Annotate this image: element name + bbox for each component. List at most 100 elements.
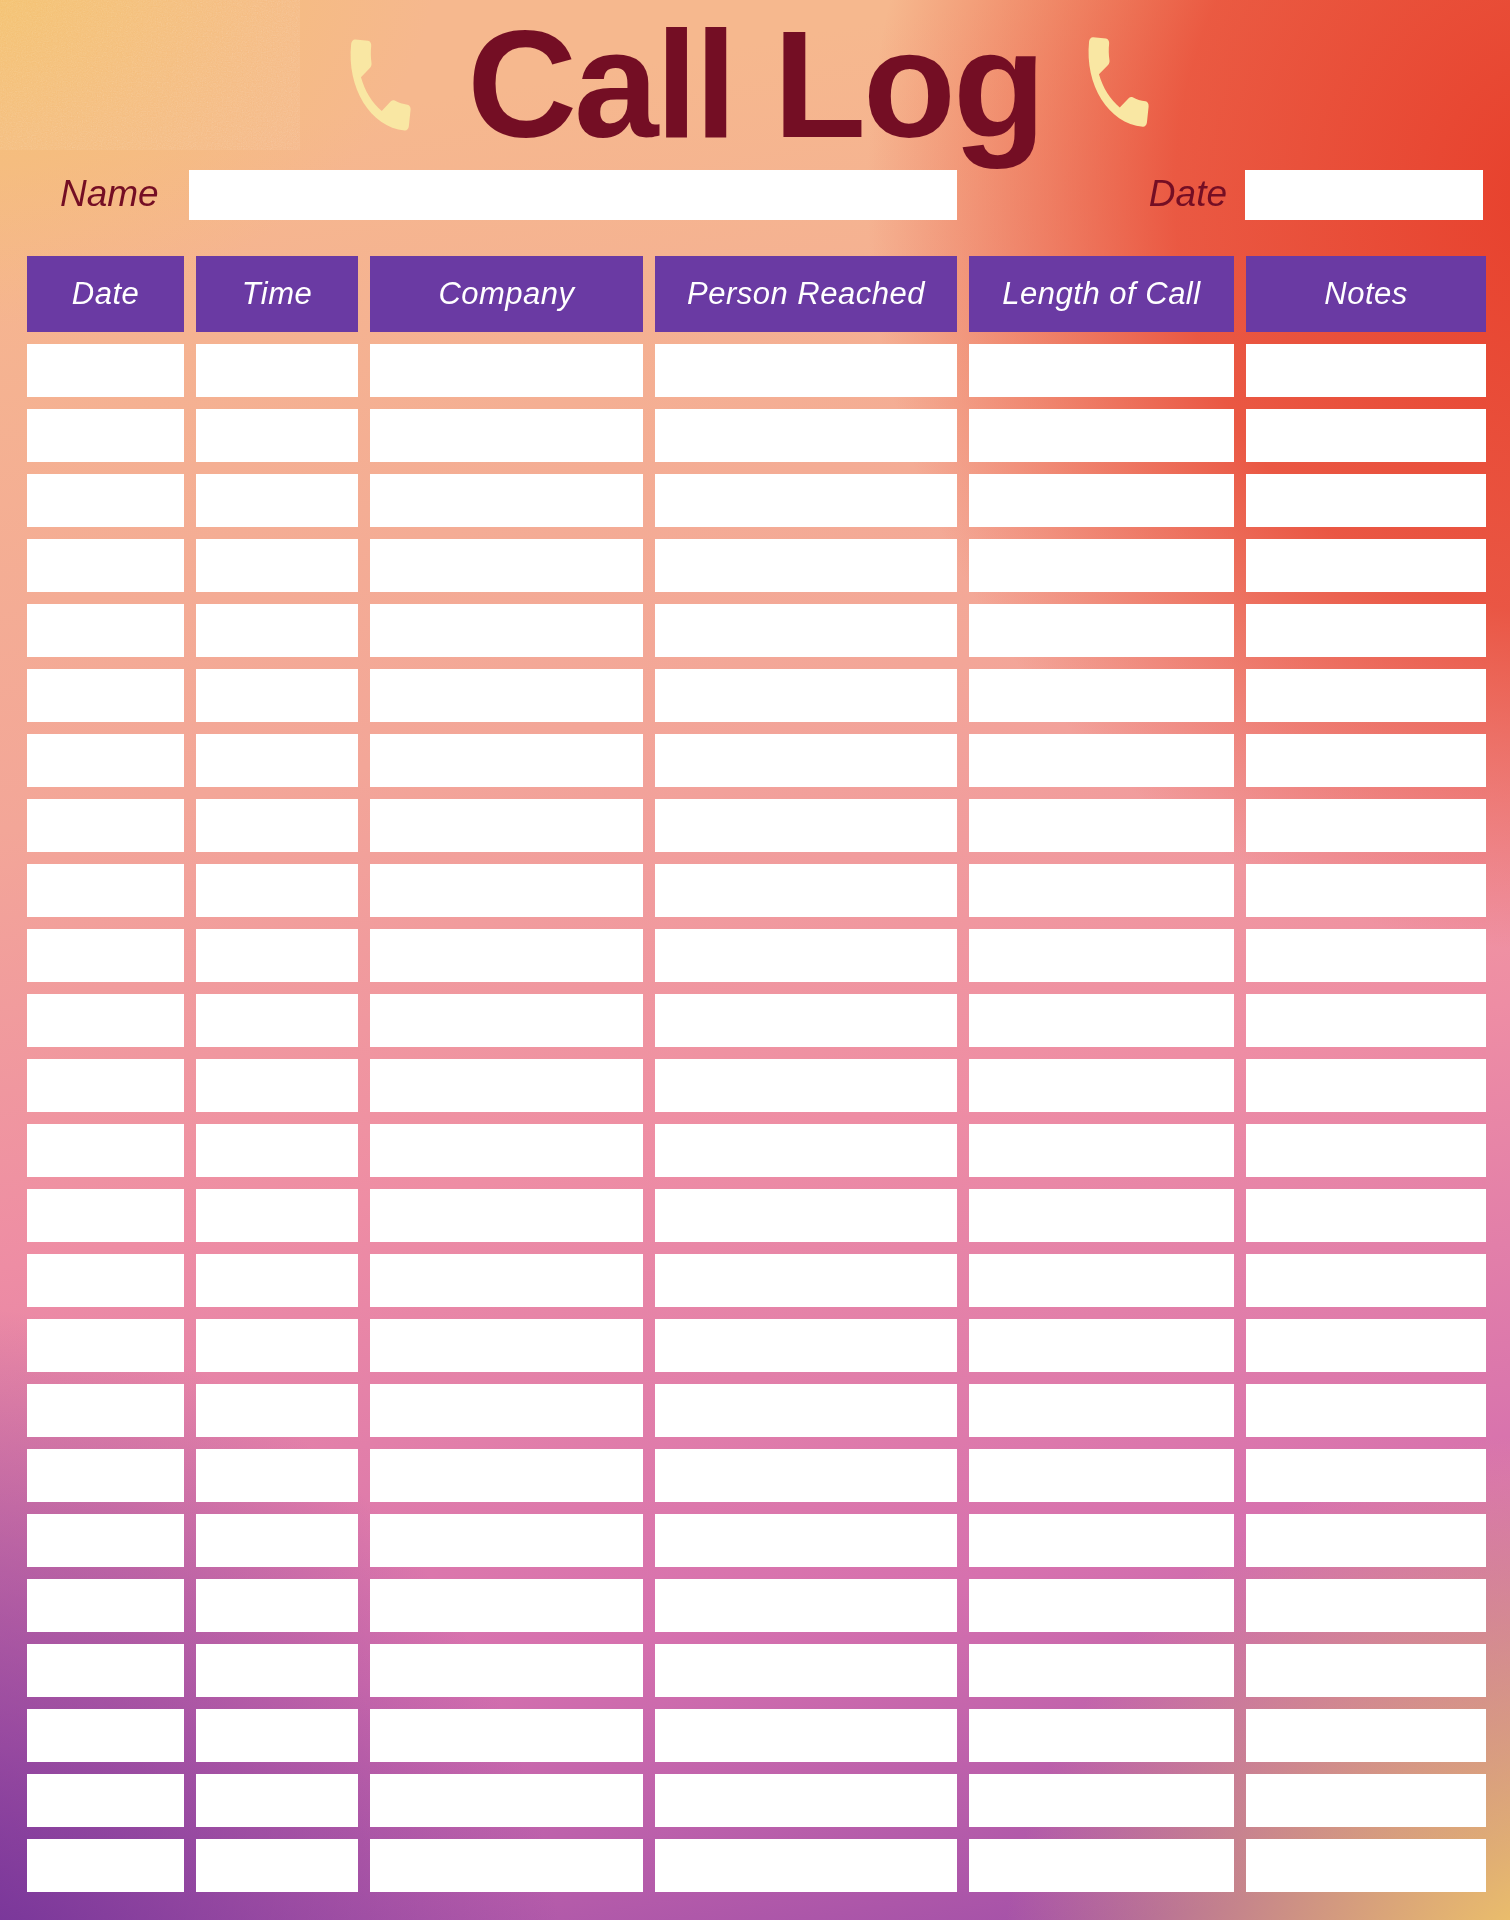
table-cell-row3-notes[interactable]	[1246, 474, 1486, 527]
table-cell-row20-date[interactable]	[27, 1579, 184, 1632]
table-cell-row1-length-of-call[interactable]	[969, 344, 1234, 397]
table-cell-row16-length-of-call[interactable]	[969, 1319, 1234, 1372]
table-cell-row19-date[interactable]	[27, 1514, 184, 1567]
table-cell-row17-person-reached[interactable]	[655, 1384, 957, 1437]
table-cell-row14-notes[interactable]	[1246, 1189, 1486, 1242]
date-input[interactable]	[1245, 170, 1483, 220]
table-cell-row5-person-reached[interactable]	[655, 604, 957, 657]
table-cell-row12-person-reached[interactable]	[655, 1059, 957, 1112]
table-cell-row23-date[interactable]	[27, 1774, 184, 1827]
table-cell-row21-time[interactable]	[196, 1644, 358, 1697]
table-cell-row15-time[interactable]	[196, 1254, 358, 1307]
table-cell-row3-company[interactable]	[370, 474, 643, 527]
table-cell-row16-date[interactable]	[27, 1319, 184, 1372]
table-cell-row17-notes[interactable]	[1246, 1384, 1486, 1437]
table-cell-row2-length-of-call[interactable]	[969, 409, 1234, 462]
table-cell-row21-length-of-call[interactable]	[969, 1644, 1234, 1697]
table-cell-row19-time[interactable]	[196, 1514, 358, 1567]
table-cell-row18-length-of-call[interactable]	[969, 1449, 1234, 1502]
table-cell-row11-company[interactable]	[370, 994, 643, 1047]
table-cell-row14-date[interactable]	[27, 1189, 184, 1242]
table-cell-row22-length-of-call[interactable]	[969, 1709, 1234, 1762]
table-cell-row10-person-reached[interactable]	[655, 929, 957, 982]
table-cell-row4-notes[interactable]	[1246, 539, 1486, 592]
table-cell-row24-date[interactable]	[27, 1839, 184, 1892]
table-cell-row19-company[interactable]	[370, 1514, 643, 1567]
table-cell-row14-time[interactable]	[196, 1189, 358, 1242]
table-cell-row23-person-reached[interactable]	[655, 1774, 957, 1827]
table-cell-row8-time[interactable]	[196, 799, 358, 852]
table-cell-row17-company[interactable]	[370, 1384, 643, 1437]
table-cell-row17-length-of-call[interactable]	[969, 1384, 1234, 1437]
table-cell-row9-date[interactable]	[27, 864, 184, 917]
table-cell-row3-date[interactable]	[27, 474, 184, 527]
table-cell-row15-person-reached[interactable]	[655, 1254, 957, 1307]
table-cell-row4-length-of-call[interactable]	[969, 539, 1234, 592]
table-cell-row24-person-reached[interactable]	[655, 1839, 957, 1892]
table-cell-row14-person-reached[interactable]	[655, 1189, 957, 1242]
table-cell-row7-notes[interactable]	[1246, 734, 1486, 787]
table-cell-row16-time[interactable]	[196, 1319, 358, 1372]
table-cell-row12-time[interactable]	[196, 1059, 358, 1112]
table-cell-row13-company[interactable]	[370, 1124, 643, 1177]
table-cell-row21-notes[interactable]	[1246, 1644, 1486, 1697]
table-cell-row3-time[interactable]	[196, 474, 358, 527]
table-cell-row18-time[interactable]	[196, 1449, 358, 1502]
table-cell-row12-date[interactable]	[27, 1059, 184, 1112]
table-cell-row6-notes[interactable]	[1246, 669, 1486, 722]
table-cell-row22-person-reached[interactable]	[655, 1709, 957, 1762]
table-cell-row2-person-reached[interactable]	[655, 409, 957, 462]
table-cell-row24-length-of-call[interactable]	[969, 1839, 1234, 1892]
table-cell-row7-company[interactable]	[370, 734, 643, 787]
table-cell-row1-person-reached[interactable]	[655, 344, 957, 397]
table-cell-row18-notes[interactable]	[1246, 1449, 1486, 1502]
table-cell-row5-time[interactable]	[196, 604, 358, 657]
table-cell-row22-notes[interactable]	[1246, 1709, 1486, 1762]
table-cell-row11-notes[interactable]	[1246, 994, 1486, 1047]
table-cell-row23-notes[interactable]	[1246, 1774, 1486, 1827]
table-cell-row14-length-of-call[interactable]	[969, 1189, 1234, 1242]
table-cell-row24-time[interactable]	[196, 1839, 358, 1892]
table-cell-row20-time[interactable]	[196, 1579, 358, 1632]
table-cell-row4-person-reached[interactable]	[655, 539, 957, 592]
table-cell-row22-time[interactable]	[196, 1709, 358, 1762]
table-cell-row18-date[interactable]	[27, 1449, 184, 1502]
table-cell-row18-company[interactable]	[370, 1449, 643, 1502]
table-cell-row5-notes[interactable]	[1246, 604, 1486, 657]
table-cell-row19-length-of-call[interactable]	[969, 1514, 1234, 1567]
table-cell-row4-company[interactable]	[370, 539, 643, 592]
table-cell-row13-person-reached[interactable]	[655, 1124, 957, 1177]
table-cell-row11-person-reached[interactable]	[655, 994, 957, 1047]
table-cell-row7-length-of-call[interactable]	[969, 734, 1234, 787]
table-cell-row20-length-of-call[interactable]	[969, 1579, 1234, 1632]
table-cell-row13-date[interactable]	[27, 1124, 184, 1177]
table-cell-row7-time[interactable]	[196, 734, 358, 787]
table-cell-row2-date[interactable]	[27, 409, 184, 462]
table-cell-row10-date[interactable]	[27, 929, 184, 982]
table-cell-row15-length-of-call[interactable]	[969, 1254, 1234, 1307]
table-cell-row12-company[interactable]	[370, 1059, 643, 1112]
table-cell-row6-person-reached[interactable]	[655, 669, 957, 722]
table-cell-row21-company[interactable]	[370, 1644, 643, 1697]
table-cell-row2-time[interactable]	[196, 409, 358, 462]
table-cell-row23-length-of-call[interactable]	[969, 1774, 1234, 1827]
table-cell-row6-company[interactable]	[370, 669, 643, 722]
table-cell-row11-date[interactable]	[27, 994, 184, 1047]
table-cell-row20-person-reached[interactable]	[655, 1579, 957, 1632]
table-cell-row9-length-of-call[interactable]	[969, 864, 1234, 917]
table-cell-row6-time[interactable]	[196, 669, 358, 722]
table-cell-row13-notes[interactable]	[1246, 1124, 1486, 1177]
table-cell-row15-company[interactable]	[370, 1254, 643, 1307]
table-cell-row12-length-of-call[interactable]	[969, 1059, 1234, 1112]
table-cell-row1-notes[interactable]	[1246, 344, 1486, 397]
table-cell-row8-date[interactable]	[27, 799, 184, 852]
table-cell-row17-date[interactable]	[27, 1384, 184, 1437]
table-cell-row4-time[interactable]	[196, 539, 358, 592]
table-cell-row4-date[interactable]	[27, 539, 184, 592]
table-cell-row13-length-of-call[interactable]	[969, 1124, 1234, 1177]
table-cell-row12-notes[interactable]	[1246, 1059, 1486, 1112]
table-cell-row8-company[interactable]	[370, 799, 643, 852]
table-cell-row11-length-of-call[interactable]	[969, 994, 1234, 1047]
table-cell-row1-time[interactable]	[196, 344, 358, 397]
table-cell-row14-company[interactable]	[370, 1189, 643, 1242]
